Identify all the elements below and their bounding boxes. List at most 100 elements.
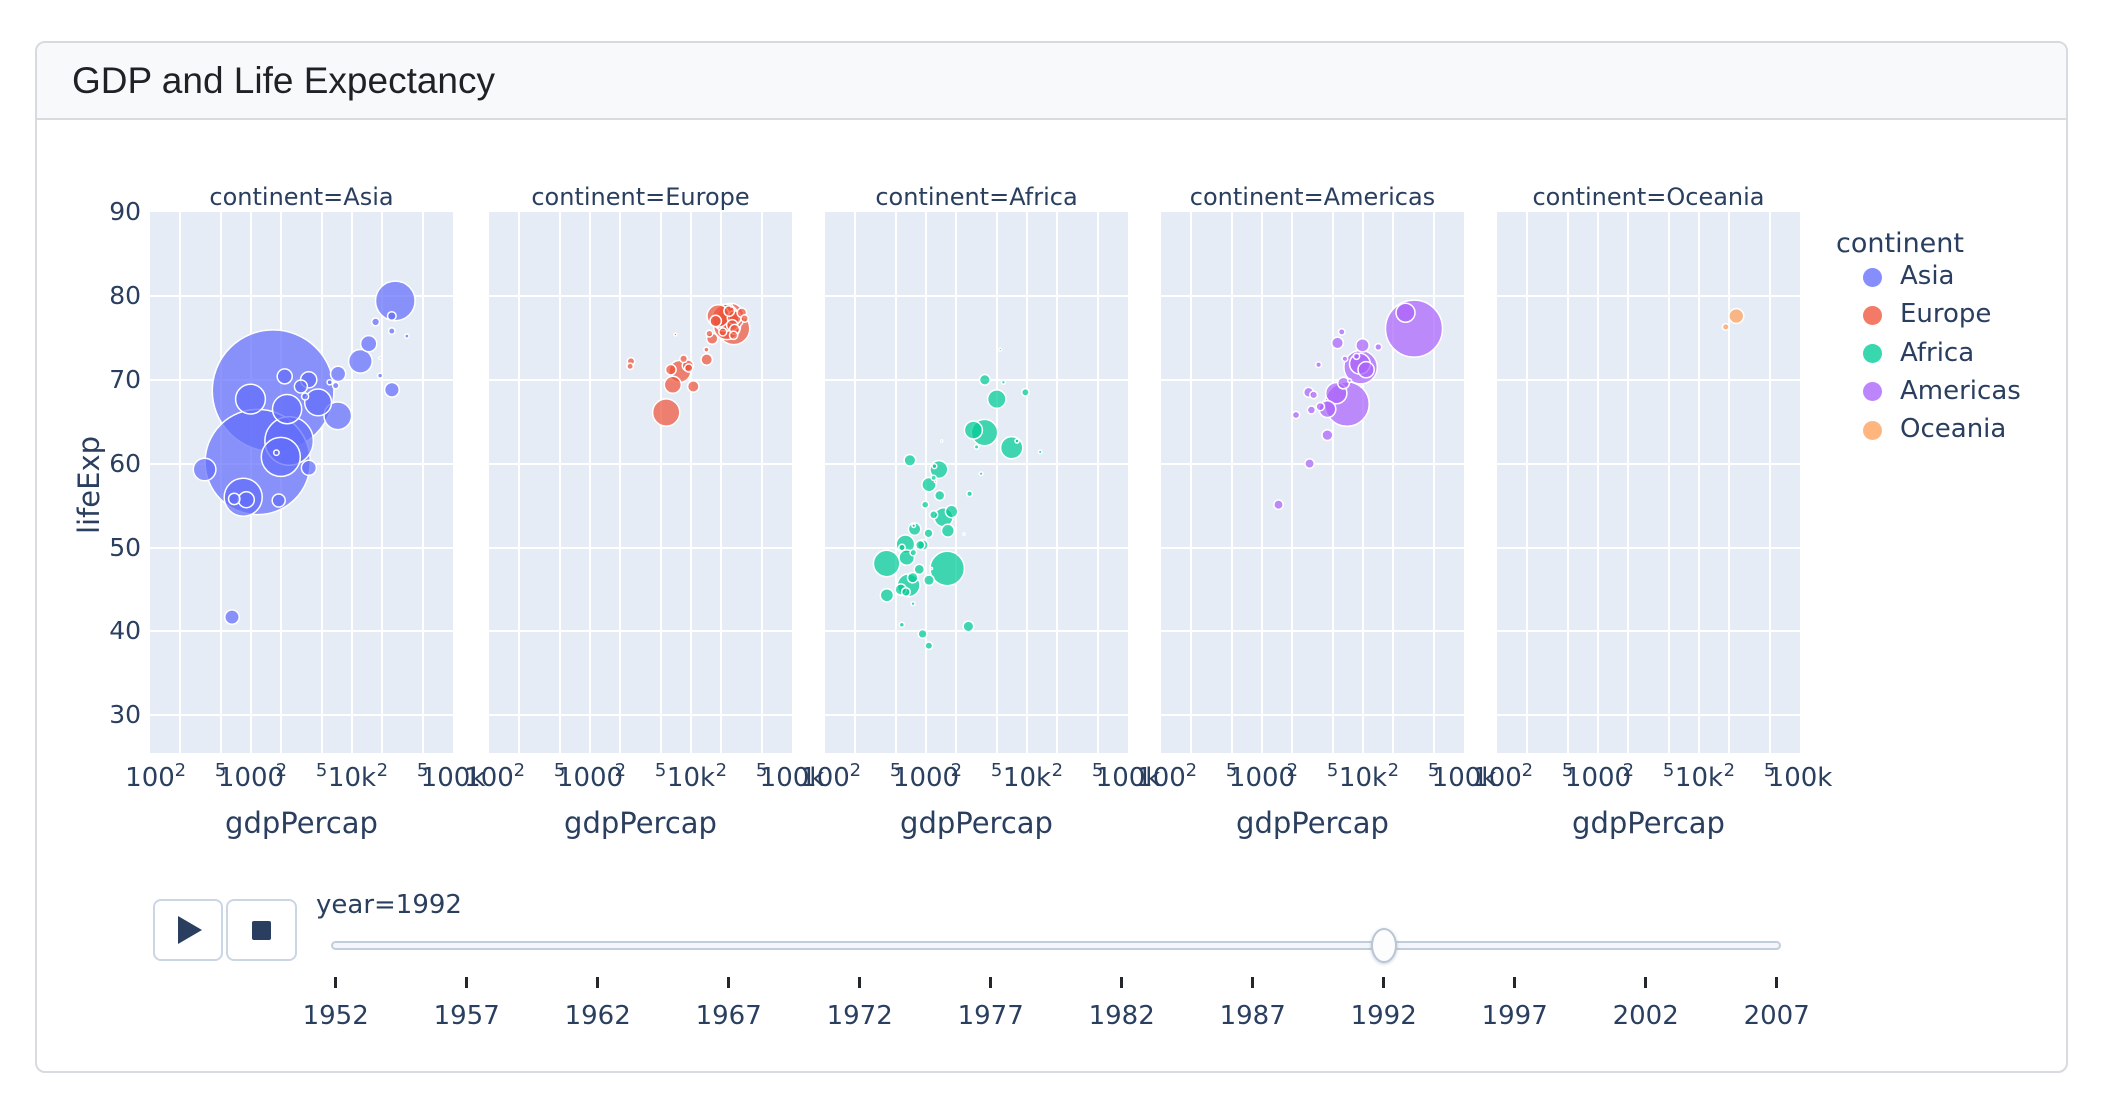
bubble[interactable] [1037, 449, 1043, 455]
slider-tick-label[interactable]: 1962 [564, 1001, 631, 1031]
bubble[interactable] [939, 439, 944, 443]
bubble[interactable] [1721, 322, 1730, 331]
bubble[interactable] [1374, 342, 1383, 352]
bubble[interactable] [651, 398, 681, 427]
bubble[interactable] [664, 363, 677, 376]
bubble[interactable] [300, 459, 318, 477]
bubble[interactable] [1728, 307, 1745, 325]
bubble[interactable] [923, 574, 935, 587]
bubble[interactable] [326, 378, 334, 386]
bubble[interactable] [224, 609, 240, 626]
bubble[interactable] [973, 443, 980, 450]
bubble[interactable] [663, 375, 683, 395]
bubble[interactable] [331, 381, 340, 390]
bubble[interactable] [1330, 336, 1345, 350]
bubble[interactable] [303, 388, 333, 417]
bubble[interactable] [913, 563, 926, 576]
bubble[interactable] [931, 463, 938, 470]
bubble[interactable] [370, 317, 381, 327]
slider-tick-label[interactable]: 2002 [1612, 1001, 1679, 1031]
bubble[interactable] [929, 550, 966, 587]
bubble[interactable] [940, 523, 956, 538]
bubble[interactable] [260, 436, 302, 478]
bubble[interactable] [917, 628, 928, 640]
bubble[interactable] [998, 347, 1003, 352]
bubble[interactable] [686, 380, 700, 393]
bubble[interactable] [1395, 302, 1416, 323]
bubble[interactable] [383, 381, 400, 398]
bubble[interactable] [386, 310, 397, 322]
bubble[interactable] [962, 532, 966, 536]
bubble[interactable] [700, 353, 714, 367]
bubble[interactable] [872, 549, 901, 578]
slider-tick-label[interactable]: 1967 [695, 1001, 762, 1031]
bubble[interactable] [300, 392, 310, 401]
bubble[interactable] [920, 500, 930, 509]
bubble[interactable] [1304, 458, 1316, 470]
bubble[interactable] [293, 379, 309, 394]
bubble[interactable] [1355, 338, 1370, 353]
bubble[interactable] [906, 571, 919, 584]
bubble[interactable] [705, 329, 714, 338]
bubble[interactable] [276, 368, 293, 385]
bubble[interactable] [323, 401, 353, 431]
bubble[interactable] [914, 539, 926, 551]
bubble[interactable] [271, 393, 303, 425]
bubble[interactable] [921, 476, 937, 493]
bubble[interactable] [376, 372, 384, 379]
bubble[interactable] [929, 566, 934, 571]
slider-tick-label[interactable]: 1982 [1088, 1001, 1155, 1031]
bubble[interactable] [911, 523, 917, 529]
slider-tick-label[interactable]: 1952 [302, 1001, 369, 1031]
bubble[interactable] [1321, 428, 1334, 442]
bubble[interactable] [928, 510, 939, 520]
bubble[interactable] [1000, 379, 1007, 385]
bubble[interactable] [1291, 410, 1301, 420]
bubble[interactable] [237, 490, 256, 509]
bubble[interactable] [679, 354, 689, 364]
bubble[interactable] [729, 304, 734, 308]
bubble[interactable] [986, 389, 1007, 410]
slider-tick-label[interactable]: 1977 [957, 1001, 1024, 1031]
bubble[interactable] [626, 362, 635, 371]
bubble[interactable] [933, 489, 946, 502]
bubble[interactable] [728, 330, 739, 341]
bubble[interactable] [900, 586, 911, 598]
slider-tick-label[interactable]: 1987 [1219, 1001, 1286, 1031]
bubble[interactable] [192, 457, 217, 482]
bubble[interactable] [1352, 352, 1361, 361]
bubble[interactable] [910, 601, 916, 607]
bubble[interactable] [898, 543, 906, 552]
slider-tick-label[interactable]: 1957 [433, 1001, 500, 1031]
bubble[interactable] [404, 333, 410, 339]
bubble[interactable] [1306, 405, 1317, 415]
bubble[interactable] [227, 492, 241, 506]
bubble[interactable] [944, 504, 959, 519]
slider-tick-label[interactable]: 1972 [826, 1001, 893, 1031]
bubble[interactable] [723, 304, 736, 318]
bubble[interactable] [930, 474, 938, 482]
bubble[interactable] [1337, 327, 1346, 336]
bubble[interactable] [709, 314, 723, 328]
bubble[interactable] [718, 327, 728, 337]
bubble[interactable] [234, 383, 267, 415]
bubble[interactable] [347, 348, 373, 374]
bubble[interactable] [703, 346, 710, 353]
bubble[interactable] [903, 453, 917, 467]
bubble[interactable] [963, 420, 984, 440]
slider-tick-label[interactable]: 2007 [1743, 1001, 1810, 1031]
bubble[interactable] [924, 641, 934, 651]
bubble[interactable] [387, 327, 396, 336]
bubble[interactable] [1020, 387, 1030, 397]
bubble[interactable] [1315, 361, 1323, 369]
bubble[interactable] [271, 493, 286, 508]
bubble[interactable] [933, 479, 938, 484]
year-slider-handle[interactable] [1370, 928, 1397, 963]
bubble[interactable] [1014, 438, 1020, 444]
bubble[interactable] [909, 548, 918, 557]
slider-tick-label[interactable]: 1992 [1350, 1001, 1417, 1031]
bubble[interactable] [962, 620, 975, 633]
bubble[interactable] [1273, 499, 1284, 511]
bubble[interactable] [879, 587, 895, 603]
play-button[interactable] [153, 899, 223, 961]
